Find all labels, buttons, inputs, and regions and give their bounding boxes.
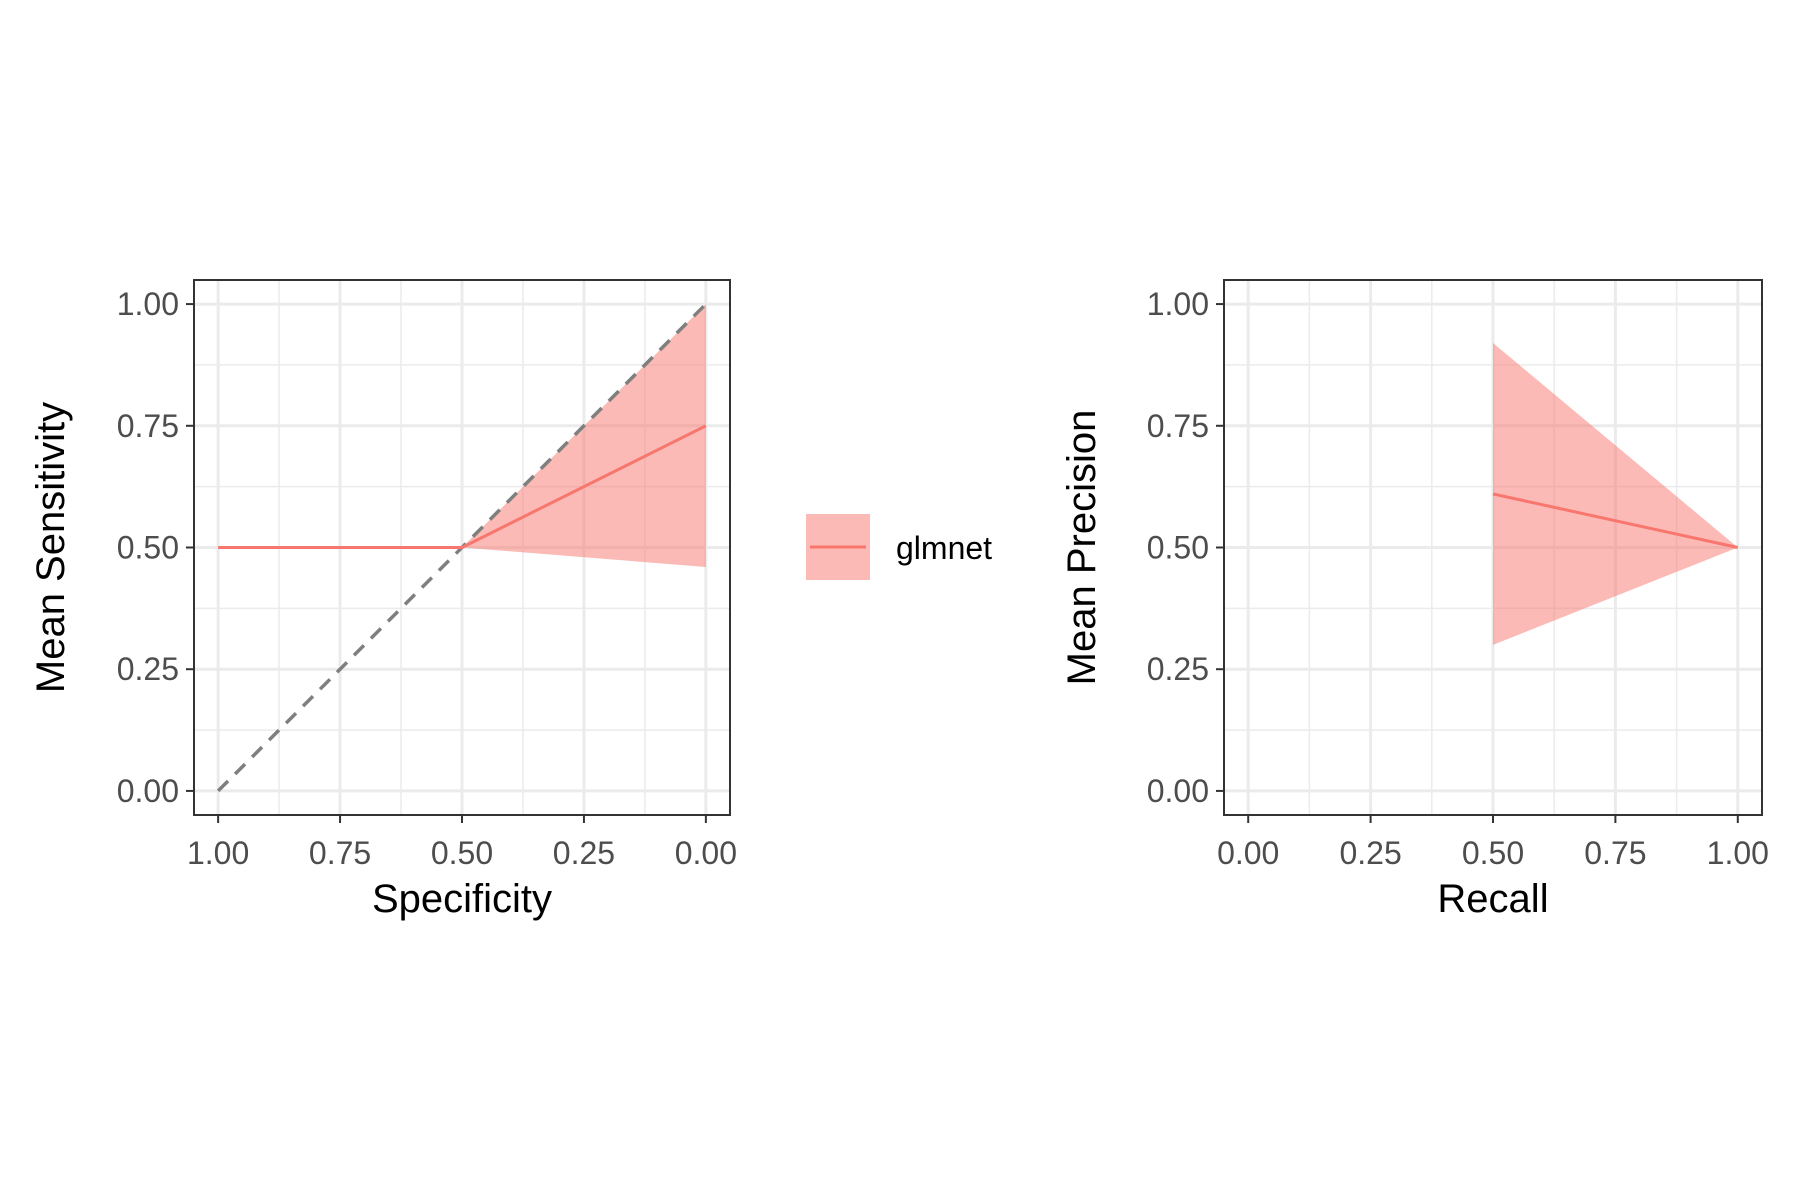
roc-panel: 1.00 0.75 0.50 0.25 0.00 0.00 0.25 0.50 0.75 1.00… (29, 279, 737, 921)
roc-line-glmnet (218, 424, 707, 549)
x-tick-label: 1.00 (187, 835, 249, 871)
pr-ribbon-glmnet (1493, 343, 1738, 645)
y-tick-label: 0.75 (1147, 408, 1209, 444)
precision-recall-panel: 0.00 0.25 0.50 0.75 1.00 0.00 0.25 0.50 0.75 1.00… (1060, 279, 1769, 921)
y-tick-label: 1.00 (117, 286, 179, 322)
y-tick-label: 0.50 (1147, 530, 1209, 566)
x-tick-label: 0.50 (431, 835, 493, 871)
x-tick-label: 0.75 (1584, 835, 1646, 871)
x-tick-label: 0.00 (675, 835, 737, 871)
y-tick-label: 0.25 (1147, 651, 1209, 687)
y-tick-label: 0.00 (1147, 773, 1209, 809)
y-tick-label: 0.25 (117, 651, 179, 687)
y-tick-label: 0.50 (117, 530, 179, 566)
x-tick-label: 0.25 (553, 835, 615, 871)
roc-ribbon-glmnet (218, 304, 706, 567)
x-tick-label: 0.50 (1462, 835, 1524, 871)
legend-label-glmnet: glmnet (896, 530, 992, 566)
y-tick-label: 0.00 (117, 773, 179, 809)
y-tick-label: 0.75 (117, 408, 179, 444)
legend: glmnet (806, 514, 992, 580)
x-tick-label: 0.00 (1217, 835, 1279, 871)
roc-y-axis-title: Mean Sensitivity (29, 402, 73, 693)
pr-y-axis-title: Mean Precision (1060, 410, 1104, 686)
pr-line-glmnet (1492, 492, 1739, 549)
x-tick-label: 1.00 (1707, 835, 1769, 871)
y-tick-label: 1.00 (1147, 286, 1209, 322)
roc-x-axis-title: Specificity (372, 877, 552, 921)
x-tick-label: 0.25 (1339, 835, 1401, 871)
x-tick-label: 0.75 (309, 835, 371, 871)
pr-x-axis-title: Recall (1437, 877, 1548, 921)
